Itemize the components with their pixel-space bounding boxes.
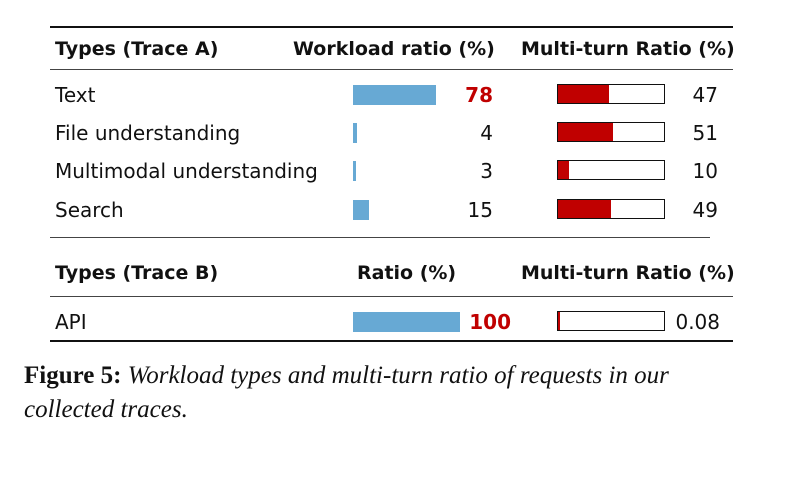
header-types-trace-b: Types (Trace B) <box>55 262 219 284</box>
header-workload-ratio: Workload ratio (%) <box>293 38 495 60</box>
section-rule <box>50 237 710 238</box>
multi-turn-value: 49 <box>692 198 718 222</box>
multi-turn-bar-frame <box>557 122 665 142</box>
row-type-label: Search <box>55 198 124 222</box>
multi-turn-bar <box>558 123 614 141</box>
multi-turn-value: 47 <box>692 83 718 107</box>
table-row: Multimodal understanding 3 10 <box>0 157 805 185</box>
table-row: Text 78 47 <box>0 81 805 109</box>
row-type-label: Text <box>55 83 96 107</box>
workload-ratio-value: 78 <box>465 83 493 107</box>
multi-turn-bar-frame <box>557 199 665 219</box>
header-rule-b <box>50 296 733 297</box>
multi-turn-bar <box>558 161 569 179</box>
table-row: API 100 0.08 <box>0 308 805 336</box>
multi-turn-bar-frame <box>557 311 665 331</box>
row-type-label: Multimodal understanding <box>55 159 318 183</box>
row-type-label: API <box>55 310 87 334</box>
header-types-trace-a: Types (Trace A) <box>55 38 219 60</box>
multi-turn-value: 51 <box>692 121 718 145</box>
multi-turn-value: 0.08 <box>675 310 720 334</box>
multi-turn-bar <box>558 85 609 103</box>
ratio-bar <box>353 312 460 332</box>
multi-turn-bar-frame <box>557 84 665 104</box>
workload-ratio-bar <box>353 85 437 105</box>
workload-ratio-value: 4 <box>480 121 493 145</box>
multi-turn-value: 10 <box>692 159 718 183</box>
caption-label: Figure 5: <box>24 362 122 389</box>
header-ratio: Ratio (%) <box>357 262 457 284</box>
header-multi-turn-ratio-a: Multi-turn Ratio (%) <box>521 38 735 60</box>
workload-ratio-bar <box>353 161 357 181</box>
figure-caption: Figure 5: Workload types and multi-turn … <box>24 359 764 427</box>
table-row: Search 15 49 <box>0 196 805 224</box>
table-row: File understanding 4 51 <box>0 119 805 147</box>
multi-turn-bar <box>558 200 611 218</box>
caption-text: Workload types and multi-turn ratio of r… <box>24 362 669 423</box>
bottom-rule <box>50 340 733 342</box>
row-type-label: File understanding <box>55 121 241 145</box>
header-rule-a <box>50 69 733 70</box>
workload-ratio-bar <box>353 123 358 143</box>
workload-ratio-value: 3 <box>480 159 493 183</box>
multi-turn-bar-frame <box>557 160 665 180</box>
workload-ratio-bar <box>353 200 370 220</box>
ratio-value: 100 <box>469 310 511 334</box>
header-multi-turn-ratio-b: Multi-turn Ratio (%) <box>521 262 735 284</box>
workload-ratio-value: 15 <box>467 198 493 222</box>
top-rule <box>50 26 733 28</box>
multi-turn-bar <box>558 312 560 330</box>
